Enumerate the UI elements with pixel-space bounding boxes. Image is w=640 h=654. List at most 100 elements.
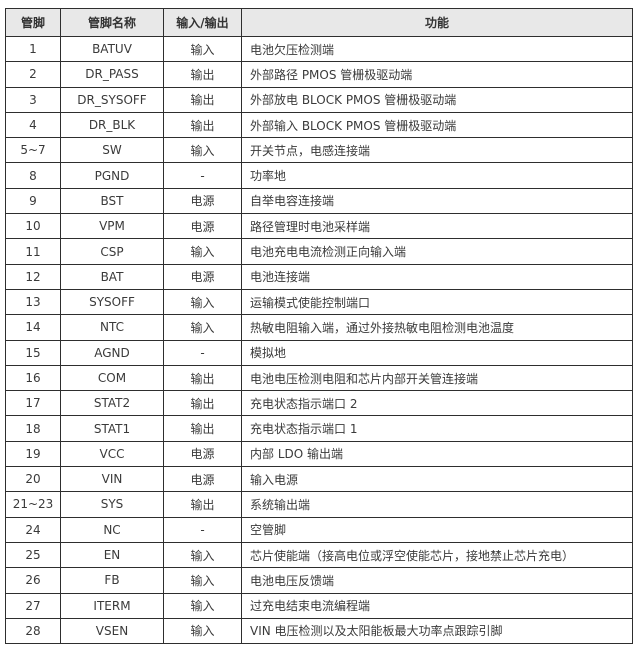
pin-function: 路径管理时电池采样端 [241, 213, 633, 240]
table-row: 17 STAT2 输出 充电状态指示端口 2 [5, 390, 633, 417]
pin-name: DR_SYSOFF [60, 86, 164, 113]
pin-io: 输入 [163, 288, 242, 316]
pin-io: 电源 [163, 263, 242, 290]
pin-number: 25 [5, 541, 61, 569]
pin-number: 1 [5, 35, 61, 63]
pin-io: 输入 [163, 238, 242, 265]
pin-io: 输出 [163, 415, 242, 442]
pin-number: 18 [5, 415, 61, 442]
pin-number: 8 [5, 162, 61, 189]
pin-name: NC [60, 516, 164, 543]
header-pin: 管脚 [5, 8, 61, 37]
pin-name: DR_BLK [60, 111, 164, 139]
table-row: 14 NTC 输入 热敏电阻输入端，通过外接热敏电阻检测电池温度 [5, 314, 633, 341]
pin-io: 输出 [163, 491, 242, 518]
pin-name: STAT1 [60, 415, 164, 442]
pin-number: 5~7 [5, 137, 61, 164]
pin-name: VIN [60, 466, 164, 493]
pin-io: 输出 [163, 390, 242, 417]
pin-io: 输入 [163, 541, 242, 569]
pin-io: - [163, 162, 242, 189]
pin-number: 13 [5, 288, 61, 316]
pin-function: 电池连接端 [241, 263, 633, 290]
pin-name: SYSOFF [60, 288, 164, 316]
table-row: 24 NC - 空管脚 [5, 516, 633, 543]
pin-function: 热敏电阻输入端，通过外接热敏电阻检测电池温度 [241, 314, 633, 341]
pin-function: 系统输出端 [241, 491, 633, 518]
table-row: 9 BST 电源 自举电容连接端 [5, 187, 633, 215]
pin-io: 输入 [163, 567, 242, 594]
pin-name: AGND [60, 339, 164, 366]
pin-number: 27 [5, 592, 61, 619]
pin-io: 电源 [163, 440, 242, 468]
pin-number: 17 [5, 390, 61, 417]
pin-number: 4 [5, 111, 61, 139]
header-io: 输入/输出 [163, 8, 242, 37]
table-row: 2 DR_PASS 输出 外部路径 PMOS 管栅极驱动端 [5, 61, 633, 88]
pin-name: ITERM [60, 592, 164, 619]
pin-number: 16 [5, 364, 61, 392]
pin-number: 28 [5, 617, 61, 645]
pin-number: 26 [5, 567, 61, 594]
table-row: 1 BATUV 输入 电池欠压检测端 [5, 35, 633, 63]
pin-number: 11 [5, 238, 61, 265]
table-row: 25 EN 输入 芯片使能端（接高电位或浮空使能芯片，接地禁止芯片充电） [5, 541, 633, 569]
pin-io: 输出 [163, 86, 242, 113]
pin-number: 24 [5, 516, 61, 543]
pin-name: FB [60, 567, 164, 594]
pin-number: 20 [5, 466, 61, 493]
pin-function: 模拟地 [241, 339, 633, 366]
pin-name: VSEN [60, 617, 164, 645]
table-row: 4 DR_BLK 输出 外部输入 BLOCK PMOS 管栅极驱动端 [5, 111, 633, 139]
pin-name: VCC [60, 440, 164, 468]
pin-io: 输入 [163, 35, 242, 63]
pin-function: 电池欠压检测端 [241, 35, 633, 63]
table-row: 15 AGND - 模拟地 [5, 339, 633, 366]
header-pin-name: 管脚名称 [60, 8, 164, 37]
pin-name: BST [60, 187, 164, 215]
pin-function: 外部路径 PMOS 管栅极驱动端 [241, 61, 633, 88]
pin-number: 9 [5, 187, 61, 215]
pin-name: CSP [60, 238, 164, 265]
table-row: 13 SYSOFF 输入 运输模式使能控制端口 [5, 288, 633, 316]
pin-number: 3 [5, 86, 61, 113]
pin-function: 功率地 [241, 162, 633, 189]
pin-io: 输入 [163, 137, 242, 164]
pin-io: 输出 [163, 61, 242, 88]
pin-io: 输入 [163, 314, 242, 341]
table-row: 27 ITERM 输入 过充电结束电流编程端 [5, 592, 633, 619]
pin-table: 管脚 管脚名称 输入/输出 功能 1 BATUV 输入 电池欠压检测端 2 DR_PASS… [5, 8, 633, 645]
pin-number: 14 [5, 314, 61, 341]
table-row: 20 VIN 电源 输入电源 [5, 466, 633, 493]
table-row: 28 VSEN 输入 VIN 电压检测以及太阳能板最大功率点跟踪引脚 [5, 617, 633, 645]
pin-number: 19 [5, 440, 61, 468]
pin-number: 15 [5, 339, 61, 366]
table-row: 5~7 SW 输入 开关节点，电感连接端 [5, 137, 633, 164]
pin-name: EN [60, 541, 164, 569]
pin-name: STAT2 [60, 390, 164, 417]
pin-function: 充电状态指示端口 1 [241, 415, 633, 442]
pin-number: 2 [5, 61, 61, 88]
pin-io: - [163, 339, 242, 366]
pin-name: SYS [60, 491, 164, 518]
pin-function: VIN 电压检测以及太阳能板最大功率点跟踪引脚 [241, 617, 633, 645]
pin-io: 电源 [163, 187, 242, 215]
table-row: 11 CSP 输入 电池充电电流检测正向输入端 [5, 238, 633, 265]
pin-io: 输入 [163, 592, 242, 619]
pin-function: 电池充电电流检测正向输入端 [241, 238, 633, 265]
table-row: 8 PGND - 功率地 [5, 162, 633, 189]
pin-function: 自举电容连接端 [241, 187, 633, 215]
pin-name: BAT [60, 263, 164, 290]
pin-name: VPM [60, 213, 164, 240]
table-row: 3 DR_SYSOFF 输出 外部放电 BLOCK PMOS 管栅极驱动端 [5, 86, 633, 113]
pin-io: 输出 [163, 364, 242, 392]
pin-name: COM [60, 364, 164, 392]
table-row: 16 COM 输出 电池电压检测电阻和芯片内部开关管连接端 [5, 364, 633, 392]
table-row: 26 FB 输入 电池电压反馈端 [5, 567, 633, 594]
pin-function: 电池电压反馈端 [241, 567, 633, 594]
pin-function: 运输模式使能控制端口 [241, 288, 633, 316]
pin-function: 电池电压检测电阻和芯片内部开关管连接端 [241, 364, 633, 392]
table-row: 12 BAT 电源 电池连接端 [5, 263, 633, 290]
pin-io: 电源 [163, 466, 242, 493]
pin-function: 空管脚 [241, 516, 633, 543]
